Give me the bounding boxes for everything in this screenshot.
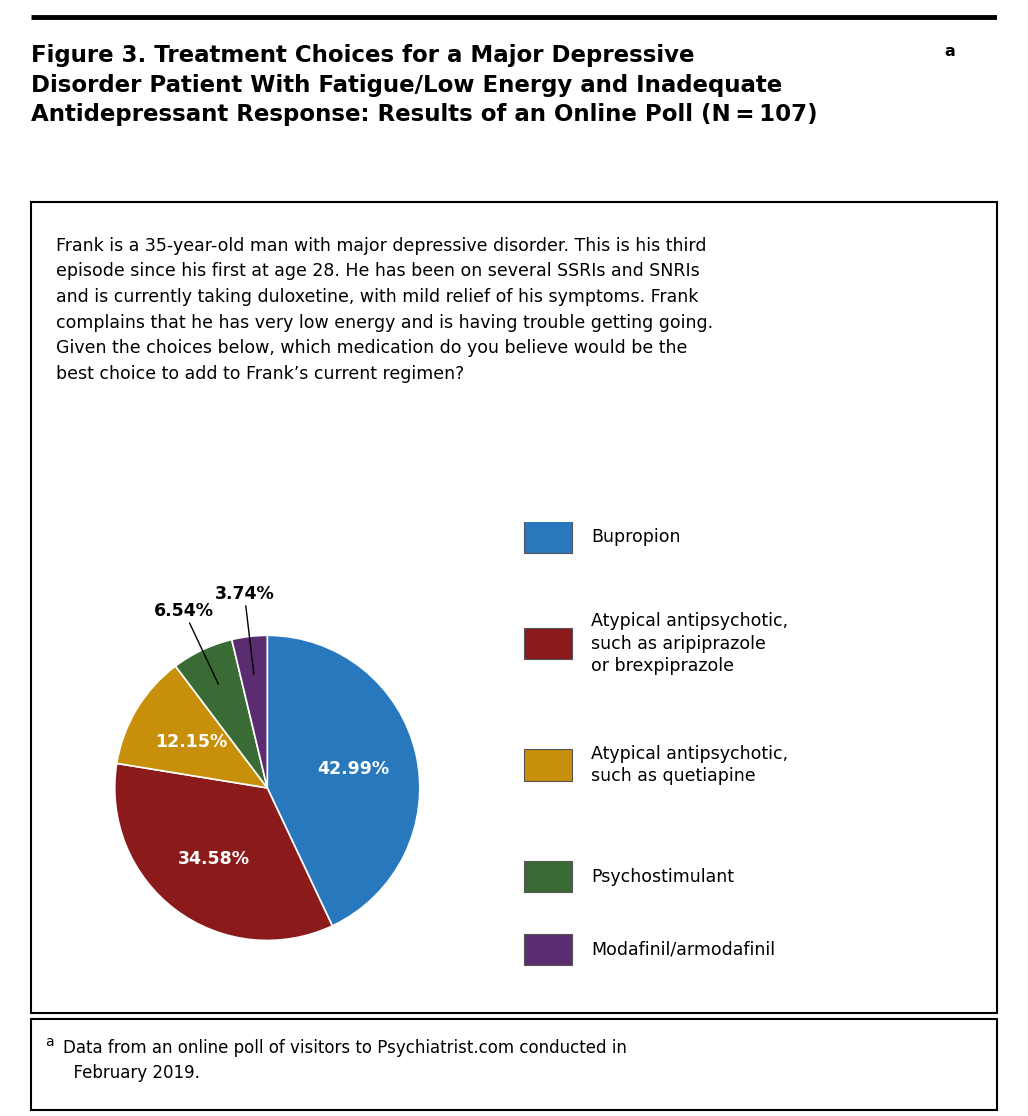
- Wedge shape: [117, 666, 267, 788]
- Text: Data from an online poll of visitors to Psychiatrist.com conducted in
  February: Data from an online poll of visitors to …: [63, 1039, 627, 1083]
- Text: 12.15%: 12.15%: [155, 733, 227, 751]
- Wedge shape: [176, 639, 267, 788]
- Wedge shape: [267, 635, 419, 926]
- Text: Atypical antipsychotic,
such as quetiapine: Atypical antipsychotic, such as quetiapi…: [591, 744, 788, 786]
- Text: Atypical antipsychotic,
such as aripiprazole
or brexpiprazole: Atypical antipsychotic, such as aripipra…: [591, 613, 788, 675]
- Bar: [523, 860, 572, 893]
- Wedge shape: [115, 763, 332, 941]
- Text: 3.74%: 3.74%: [215, 585, 274, 674]
- Text: 42.99%: 42.99%: [318, 760, 390, 778]
- Bar: [523, 521, 572, 552]
- Text: Frank is a 35-year-old man with major depressive disorder. This is his third
epi: Frank is a 35-year-old man with major de…: [56, 237, 712, 383]
- Bar: [523, 749, 572, 781]
- Text: 6.54%: 6.54%: [154, 603, 219, 684]
- Text: 34.58%: 34.58%: [178, 849, 250, 867]
- Text: Modafinil/armodafinil: Modafinil/armodafinil: [591, 941, 775, 959]
- Text: a: a: [944, 45, 955, 59]
- Bar: [523, 934, 572, 965]
- Text: Bupropion: Bupropion: [591, 528, 681, 546]
- Wedge shape: [231, 635, 267, 788]
- Text: Figure 3. Treatment Choices for a Major Depressive
Disorder Patient With Fatigue: Figure 3. Treatment Choices for a Major …: [31, 45, 817, 126]
- Text: Psychostimulant: Psychostimulant: [591, 867, 734, 886]
- Bar: [523, 628, 572, 660]
- Text: a: a: [45, 1036, 53, 1049]
